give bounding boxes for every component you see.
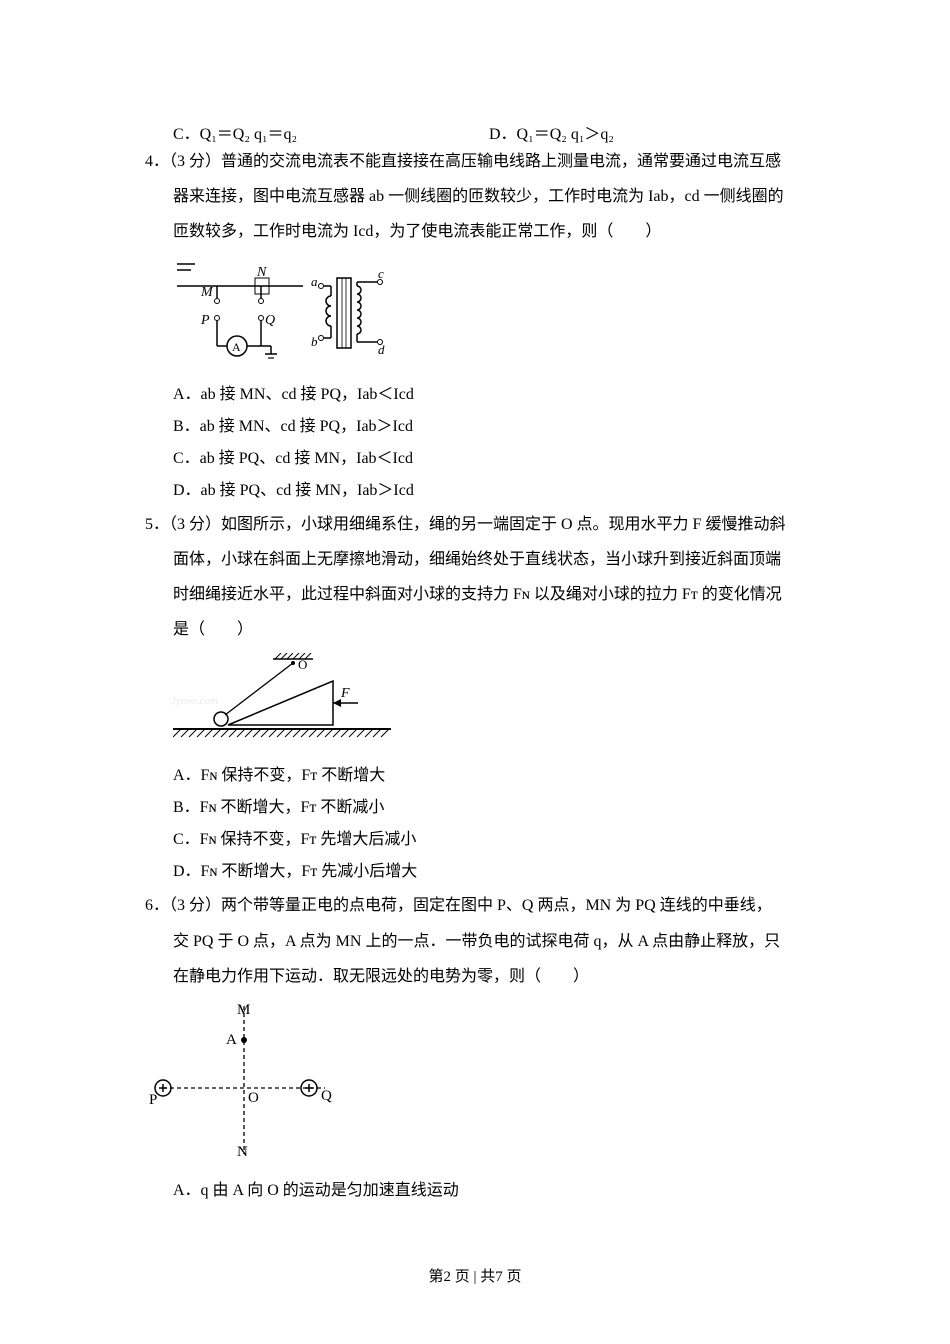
label-O: O: [298, 657, 307, 672]
label-F: F: [340, 686, 350, 701]
q5-opt-d: D．Fɴ 不断增大，Fᴛ 先减小后增大: [145, 856, 805, 888]
q6-stem-3: 在静电力作用下运动．取无限远处的电势为零，则（ ）: [145, 959, 805, 994]
q4-stem-2: 器来连接，图中电流互感器 ab 一侧线圈的匝数较少，工作时电流为 Iab，cd …: [145, 179, 805, 214]
q6-stem-2: 交 PQ 于 O 点，A 点为 MN 上的一点．一带负电的试探电荷 q，从 A …: [145, 924, 805, 959]
q4-opt-a: A．ab 接 MN、cd 接 PQ，Iab＜Icd: [145, 379, 805, 411]
q4-stem-1: 4．（3 分）普通的交流电流表不能直接接在高压输电线路上测量电流，通常要通过电流…: [145, 144, 805, 179]
q5-opt-c: C．Fɴ 保持不变，Fᴛ 先增大后减小: [145, 824, 805, 856]
q5-stem-4: 是（ ）: [145, 612, 805, 647]
transformer-circuit-diagram: M N P Q A a b: [173, 256, 389, 364]
watermark: Jyeoo.com: [171, 695, 218, 707]
label-P: P: [200, 313, 210, 328]
label-a: a: [311, 274, 318, 289]
label-Q6: Q: [321, 1088, 332, 1104]
label-d: d: [378, 342, 385, 357]
q5-stem-1: 5．（3 分）如图所示，小球用细绳系住，绳的另一端固定于 O 点。现用水平力 F…: [145, 507, 805, 542]
label-Q: Q: [265, 313, 275, 328]
q6-stem-1: 6．（3 分）两个带等量正电的点电荷，固定在图中 P、Q 两点，MN 为 PQ …: [145, 888, 805, 923]
label-b: b: [311, 334, 318, 349]
label-c: c: [378, 266, 384, 281]
label-N: N: [256, 265, 267, 280]
q5-opt-b: B．Fɴ 不断增大，Fᴛ 不断减小: [145, 792, 805, 824]
q4-stem-3: 匝数较多，工作时电流为 Icd，为了使电流表能正常工作，则（ ）: [145, 214, 805, 249]
q6-opt-a: A．q 由 A 向 O 的运动是匀加速直线运动: [145, 1175, 805, 1207]
q5-opt-a: A．Fɴ 保持不变，Fᴛ 不断增大: [145, 760, 805, 792]
charges-diagram: M A O P Q N: [149, 1000, 339, 1160]
label-M: M: [200, 285, 214, 300]
q4-opt-b: B．ab 接 MN、cd 接 PQ，Iab＞Icd: [145, 411, 805, 443]
q3-opt-c: C．Q₁＝Q₂ q₁＝q₂: [173, 120, 489, 144]
q3-options-cd: C．Q₁＝Q₂ q₁＝q₂ D．Q₁＝Q₂ q₁＞q₂: [145, 120, 805, 144]
page-footer: 第2 页 | 共7 页: [0, 1265, 950, 1286]
q4-opt-d: D．ab 接 PQ、cd 接 MN，Iab＞Icd: [145, 475, 805, 507]
q5-stem-2: 面体，小球在斜面上无摩擦地滑动，细绳始终处于直线状态，当小球升到接近斜面顶端: [145, 542, 805, 577]
q5-stem-3: 时细绳接近水平，此过程中斜面对小球的支持力 Fɴ 以及绳对小球的拉力 Fᴛ 的变…: [145, 577, 805, 612]
q3-opt-d: D．Q₁＝Q₂ q₁＞q₂: [489, 120, 805, 144]
label-P6: P: [149, 1092, 157, 1108]
label-ammeter: A: [232, 340, 241, 354]
label-M6: M: [237, 1002, 250, 1018]
q5-diagram: Jyeoo.com O F: [173, 653, 805, 750]
q6-diagram: M A O P Q N: [149, 1000, 805, 1165]
label-N6: N: [237, 1144, 248, 1160]
label-A6: A: [226, 1032, 237, 1048]
q4-diagram: M N P Q A a b: [173, 256, 805, 369]
label-O6: O: [248, 1090, 259, 1106]
q4-opt-c: C．ab 接 PQ、cd 接 MN，Iab＜Icd: [145, 443, 805, 475]
